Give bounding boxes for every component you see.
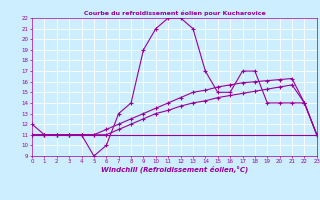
X-axis label: Windchill (Refroidissement éolien,°C): Windchill (Refroidissement éolien,°C) bbox=[101, 166, 248, 173]
Title: Courbe du refroidissement éolien pour Kucharovice: Courbe du refroidissement éolien pour Ku… bbox=[84, 11, 265, 16]
